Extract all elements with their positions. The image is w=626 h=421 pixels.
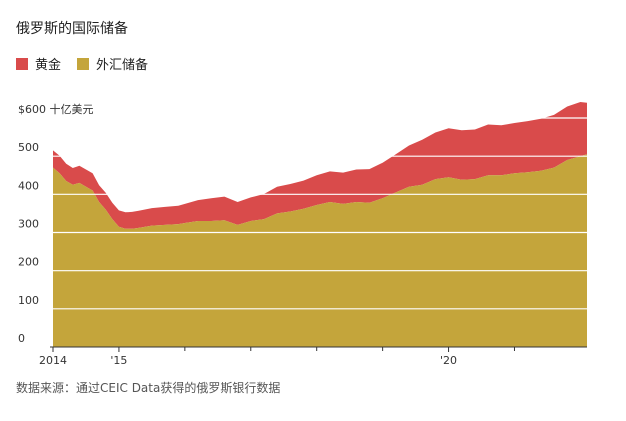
series-area-gold bbox=[53, 102, 587, 229]
x-tick-label: '20 bbox=[440, 354, 457, 367]
legend-swatch-fx bbox=[77, 57, 90, 70]
y-tick-label: 400 bbox=[18, 179, 39, 192]
legend-item-gold: 黄金 bbox=[16, 54, 61, 73]
y-tick-label: 500 bbox=[18, 141, 39, 154]
legend-label-fx: 外汇储备 bbox=[96, 58, 149, 73]
legend: 黄金 外汇储备 bbox=[16, 54, 148, 73]
y-tick-label: $600 十亿美元 bbox=[18, 102, 94, 116]
x-tick-label: '15 bbox=[110, 354, 127, 367]
y-tick-label: 200 bbox=[18, 256, 39, 269]
legend-label-gold: 黄金 bbox=[35, 58, 62, 73]
y-tick-label: 300 bbox=[18, 218, 39, 231]
chart-title: 俄罗斯的国际储备 bbox=[16, 21, 128, 37]
y-tick-label: 0 bbox=[18, 332, 25, 345]
x-tick-label: 2014 bbox=[39, 354, 67, 367]
legend-swatch-gold bbox=[16, 57, 28, 70]
legend-item-fx: 外汇储备 bbox=[77, 54, 148, 73]
source-note: 数据来源：通过CEIC Data获得的俄罗斯银行数据 bbox=[16, 381, 281, 395]
y-tick-label: 100 bbox=[18, 294, 39, 307]
series-area-fx bbox=[53, 154, 587, 347]
